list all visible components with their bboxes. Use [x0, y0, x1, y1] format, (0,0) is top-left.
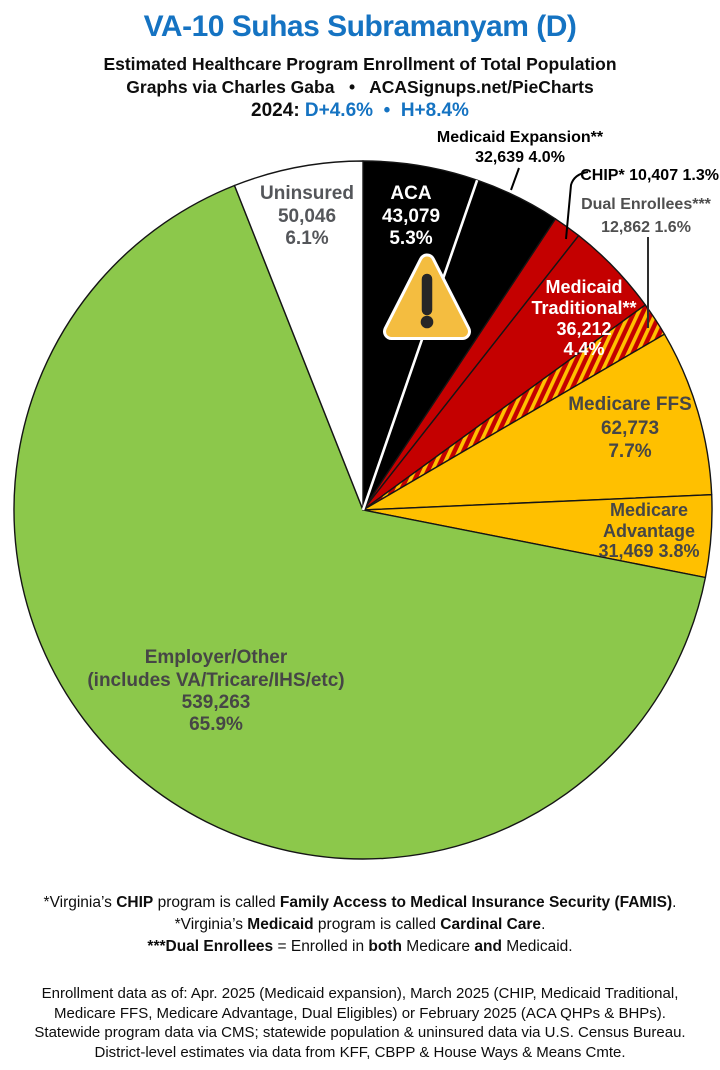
svg-text:Medicare: Medicare	[610, 500, 688, 520]
svg-text:43,079: 43,079	[382, 206, 440, 227]
svg-text:Traditional**: Traditional**	[531, 298, 636, 318]
chart-subtitle: Estimated Healthcare Program Enrollment …	[103, 54, 617, 74]
svg-text:(includes VA/Tricare/IHS/etc): (includes VA/Tricare/IHS/etc)	[87, 670, 344, 691]
chip-leader-line	[565, 171, 589, 240]
label-medicaid-traditional: Medicaid Traditional** 36,212 4.4%	[531, 277, 636, 359]
label-uninsured: Uninsured 50,046 6.1%	[260, 183, 354, 249]
label-aca: ACA 43,079 5.3%	[382, 183, 440, 249]
slice-employer-other	[13, 184, 707, 860]
label-medicare-advantage: Medicare Advantage 31,469 3.8%	[598, 500, 699, 561]
footnote-medicaid: *Virginia’s Medicaid program is called C…	[174, 916, 546, 933]
svg-text:Medicaid: Medicaid	[545, 277, 622, 297]
footnote-chip: *Virginia’s CHIP program is called Famil…	[43, 894, 677, 911]
label-chip: CHIP* 10,407 1.3%	[580, 167, 719, 184]
svg-text:6.1%: 6.1%	[285, 228, 328, 249]
svg-text:Uninsured: Uninsured	[260, 183, 354, 204]
attribution-line: Graphs via Charles Gaba • ACASignups.net…	[126, 77, 594, 97]
partisan-lean-line: 2024: D+4.6% • H+8.4%	[251, 100, 469, 121]
svg-text:539,263: 539,263	[182, 692, 251, 713]
expansion-leader-line	[510, 167, 520, 191]
svg-text:12,862 1.6%: 12,862 1.6%	[601, 219, 691, 236]
source-note: Enrollment data as of: Apr. 2025 (Medica…	[34, 985, 686, 1061]
page-title: VA-10 Suhas Subramanyam (D)	[143, 10, 577, 43]
svg-text:31,469 3.8%: 31,469 3.8%	[598, 541, 699, 561]
label-medicare-ffs: Medicare FFS 62,773 7.7%	[568, 394, 692, 462]
footnote-dual: ***Dual Enrollees = Enrolled in both Med…	[147, 938, 573, 955]
label-medicaid-expansion: Medicaid Expansion** 32,639 4.0%	[437, 129, 604, 166]
svg-text:5.3%: 5.3%	[389, 228, 432, 249]
svg-text:65.9%: 65.9%	[189, 714, 243, 735]
svg-text:CHIP* 10,407 1.3%: CHIP* 10,407 1.3%	[580, 167, 719, 184]
label-employer-other: Employer/Other (includes VA/Tricare/IHS/…	[87, 647, 344, 735]
svg-text:Dual Enrollees***: Dual Enrollees***	[581, 196, 712, 213]
svg-text:Medicare FFS: Medicare FFS	[568, 394, 692, 415]
slice-medicare-ffs	[362, 333, 713, 511]
svg-text:62,773: 62,773	[601, 418, 659, 439]
program-name-footnotes: *Virginia’s CHIP program is called Famil…	[0, 892, 720, 958]
svg-text:50,046: 50,046	[278, 206, 336, 227]
svg-text:Employer/Other: Employer/Other	[145, 647, 288, 668]
aca-expansion-divider	[361, 179, 479, 511]
svg-text:Advantage: Advantage	[603, 521, 695, 541]
svg-text:ACA: ACA	[390, 183, 431, 204]
pie-chart: Uninsured 50,046 6.1% ACA 43,079 5.3% Me…	[0, 125, 720, 875]
svg-text:32,639 4.0%: 32,639 4.0%	[475, 149, 565, 166]
svg-text:Medicaid Expansion**: Medicaid Expansion**	[437, 129, 604, 146]
svg-text:7.7%: 7.7%	[608, 441, 651, 462]
slice-uninsured	[233, 160, 364, 511]
label-dual-enrollees: Dual Enrollees*** 12,862 1.6%	[581, 196, 712, 236]
svg-text:4.4%: 4.4%	[563, 339, 604, 359]
warning-icon	[383, 253, 471, 340]
pie-chart-svg: Uninsured 50,046 6.1% ACA 43,079 5.3% Me…	[13, 129, 719, 860]
svg-text:36,212: 36,212	[556, 319, 611, 339]
